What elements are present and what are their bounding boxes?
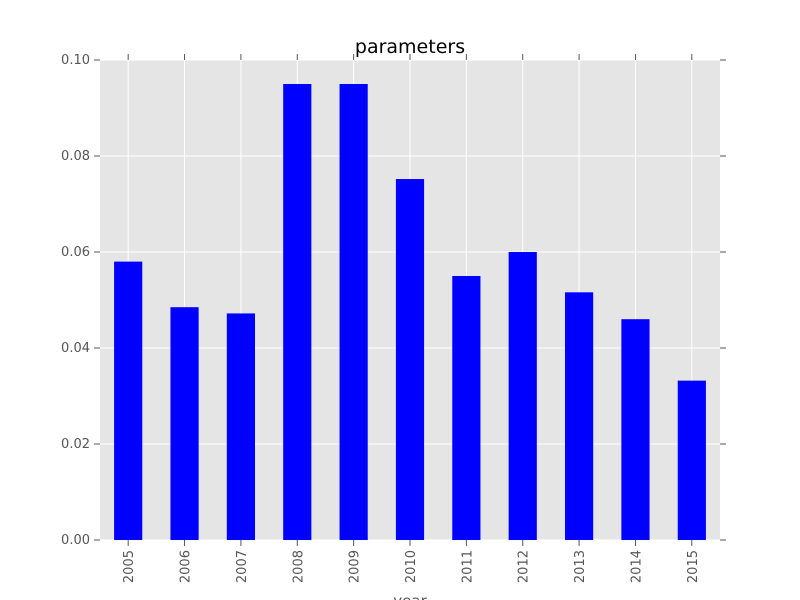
x-tick-label: 2014: [629, 550, 644, 583]
y-tick-label: 0.00: [61, 533, 90, 548]
bar-2009: [339, 84, 368, 540]
bar-2006: [170, 307, 199, 540]
x-tick-label: 2009: [348, 550, 363, 583]
bar-2014: [621, 319, 650, 540]
y-tick-label: 0.02: [61, 437, 90, 452]
bars: [114, 84, 706, 541]
bar-2013: [565, 292, 594, 540]
x-tick-label: 2007: [235, 550, 250, 583]
bar-2015: [677, 380, 706, 540]
x-tick-label: 2011: [460, 550, 475, 583]
x-tick-label: 2005: [122, 550, 137, 583]
tick-marks: [94, 54, 726, 546]
y-tick-labels: 0.00 0.02 0.04 0.06 0.08 0.10: [61, 53, 90, 548]
chart-title: parameters: [355, 36, 465, 58]
x-tick-label: 2010: [404, 550, 419, 583]
bar-2010: [395, 179, 425, 541]
bar-2008: [283, 84, 312, 540]
bar-2007: [226, 313, 255, 540]
x-tick-labels: 2005 2006 2007 2008 2009 2010 2011 2012 2013 2014…: [122, 550, 701, 583]
y-tick-label: 0.04: [61, 341, 90, 356]
bar-2005: [114, 261, 143, 540]
x-tick-label: 2015: [686, 550, 701, 583]
y-tick-label: 0.08: [61, 149, 90, 164]
y-tick-label: 0.06: [61, 245, 90, 260]
y-tick-label: 0.10: [61, 53, 90, 68]
bar-2011: [452, 276, 481, 540]
x-tick-label: 2006: [179, 550, 194, 583]
bar-2012: [508, 252, 537, 540]
x-tick-label: 2008: [291, 550, 306, 583]
x-tick-label: 2012: [517, 550, 532, 583]
x-axis-label: year: [393, 592, 427, 600]
x-tick-label: 2013: [573, 550, 588, 583]
